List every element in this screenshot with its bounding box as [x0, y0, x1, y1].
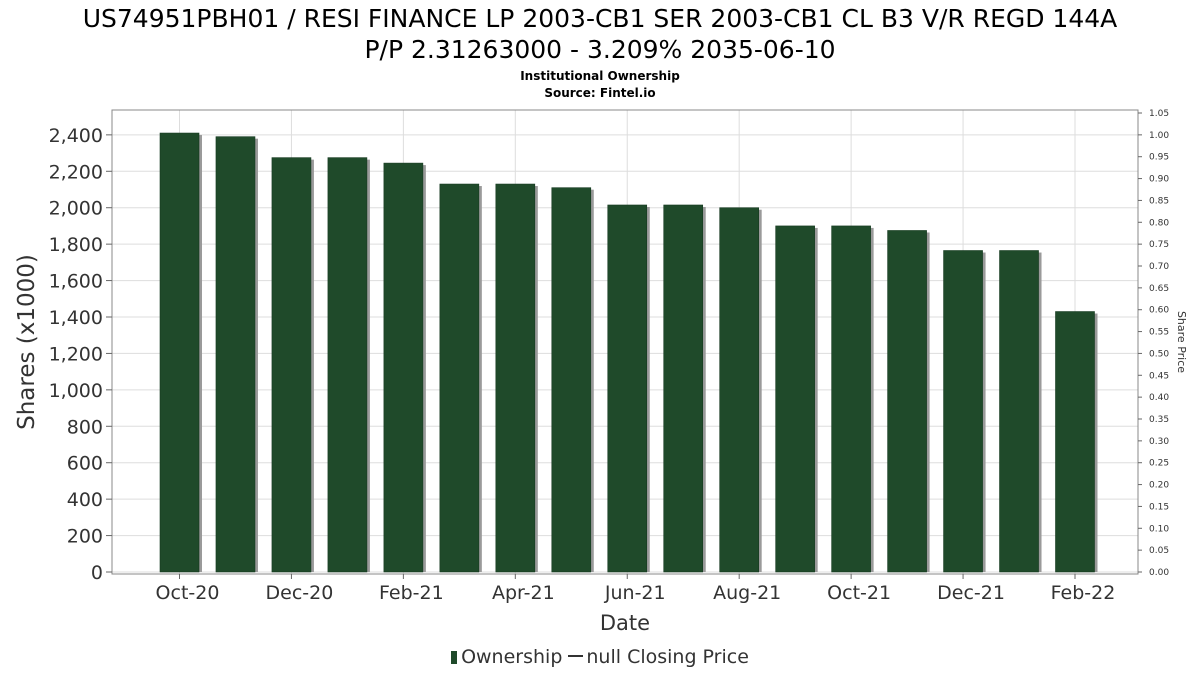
y2-tick-label: 0.35 — [1149, 415, 1169, 425]
x-tick-label: Dec-21 — [937, 582, 1005, 604]
y-tick-label: 400 — [67, 489, 103, 511]
chart-title-line-1: US74951PBH01 / RESI FINANCE LP 2003-CB1 … — [82, 4, 1118, 33]
y-axis-title: Shares (x1000) — [14, 254, 40, 430]
y2-tick-label: 1.00 — [1149, 131, 1169, 141]
y2-tick-label: 0.20 — [1149, 481, 1169, 491]
y2-tick-label: 0.95 — [1149, 153, 1169, 163]
ownership-bar — [215, 136, 256, 573]
secondary-y-axis-title: Share Price — [1175, 311, 1188, 373]
y-tick-label: 2,200 — [49, 161, 103, 183]
y2-tick-label: 0.30 — [1149, 437, 1169, 447]
y-tick-label: 1,000 — [49, 380, 103, 402]
x-tick-label: Feb-21 — [379, 582, 444, 604]
ownership-bar — [159, 132, 200, 573]
y2-tick-label: 0.80 — [1149, 218, 1169, 228]
x-axis-title: Date — [600, 611, 650, 635]
y-tick-label: 2,400 — [49, 125, 103, 147]
ownership-bar — [943, 250, 983, 573]
y2-tick-label: 0.05 — [1149, 546, 1169, 556]
y2-tick-label: 0.70 — [1149, 262, 1169, 272]
y2-tick-label: 0.50 — [1149, 349, 1169, 359]
y-tick-label: 800 — [67, 416, 103, 438]
ownership-bar — [1055, 311, 1095, 573]
ownership-bar — [663, 204, 704, 573]
y2-tick-label: 0.55 — [1149, 328, 1169, 338]
ownership-bar — [383, 162, 424, 573]
ownership-bar — [999, 250, 1039, 573]
price-legend-label: null Closing Price — [586, 646, 749, 668]
ownership-bar — [495, 183, 536, 573]
y-tick-label: 1,600 — [49, 271, 103, 293]
ownership-legend-label: Ownership — [461, 646, 563, 668]
y2-tick-label: 0.65 — [1149, 284, 1169, 294]
chart-subtitle: Institutional Ownership — [520, 69, 680, 83]
ownership-bar — [607, 204, 648, 573]
ownership-bar — [327, 157, 368, 573]
price-legend-line — [568, 655, 584, 657]
x-tick-label: Jun-21 — [604, 582, 666, 604]
y2-tick-label: 1.05 — [1149, 109, 1169, 119]
x-tick-label: Apr-21 — [492, 582, 555, 604]
chart-source: Source: Fintel.io — [544, 86, 656, 100]
plot-area — [111, 109, 1139, 575]
y2-tick-label: 0.45 — [1149, 371, 1169, 381]
y-tick-label: 600 — [67, 453, 103, 475]
y-tick-label: 1,200 — [49, 343, 103, 365]
ownership-bar — [551, 187, 592, 573]
ownership-bar — [775, 225, 815, 573]
y2-tick-label: 0.75 — [1149, 240, 1169, 250]
y2-tick-label: 0.60 — [1149, 306, 1169, 316]
legend: Ownership null Closing Price — [0, 646, 1200, 668]
y2-tick-label: 0.90 — [1149, 175, 1169, 185]
chart-title-line-2: P/P 2.31263000 - 3.209% 2035-06-10 — [364, 35, 836, 64]
y2-tick-label: 0.40 — [1149, 393, 1169, 403]
y2-tick-label: 0.85 — [1149, 196, 1169, 206]
y2-tick-label: 0.25 — [1149, 459, 1169, 469]
y-tick-label: 0 — [91, 562, 103, 584]
y2-tick-label: 0.15 — [1149, 502, 1169, 512]
x-tick-label: Aug-21 — [713, 582, 781, 604]
ownership-bar — [831, 225, 871, 573]
y-tick-label: 200 — [67, 526, 103, 548]
bars — [159, 132, 1098, 573]
y-axis: 0 200 400 600 800 1,000 1,200 1,400 1,600 1,800 2,… — [49, 125, 112, 584]
secondary-y-axis: 0.00 0.05 0.10 0.15 0.20 0.25 0.30 0.35 0.40 0.45… — [1138, 109, 1169, 578]
ownership-legend-swatch — [451, 651, 458, 664]
ownership-bar — [271, 157, 312, 573]
x-tick-label: Feb-22 — [1051, 582, 1116, 604]
x-tick-label: Dec-20 — [266, 582, 334, 604]
x-axis: Oct-20 Dec-20 Feb-21 Apr-21 Jun-21 Aug-21 Oct-… — [156, 574, 1116, 604]
ownership-bar — [719, 207, 759, 573]
y2-tick-label: 0.10 — [1149, 524, 1169, 534]
y-tick-label: 2,000 — [49, 198, 103, 220]
y-tick-label: 1,800 — [49, 234, 103, 256]
y2-tick-label: 0.00 — [1149, 568, 1169, 578]
x-tick-label: Oct-20 — [156, 582, 220, 604]
ownership-bar — [887, 230, 927, 573]
y-tick-label: 1,400 — [49, 307, 103, 329]
x-tick-label: Oct-21 — [827, 582, 891, 604]
ownership-bar — [439, 183, 480, 573]
